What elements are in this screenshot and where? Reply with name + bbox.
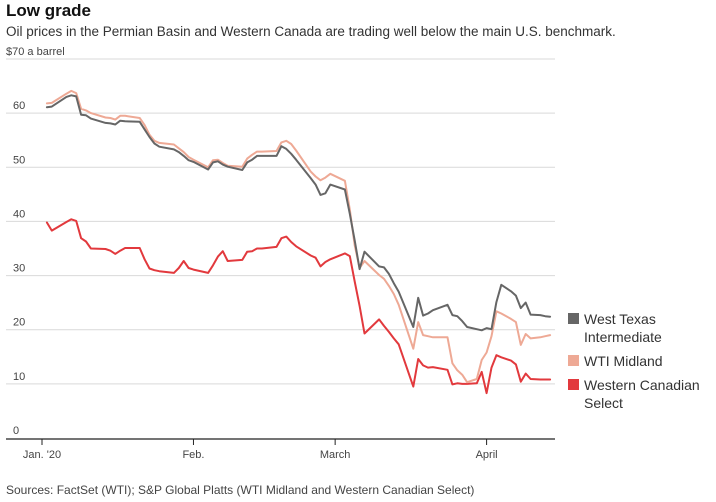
- legend-item: WTI Midland: [568, 352, 714, 370]
- x-tick-label: April: [476, 449, 498, 461]
- x-tick-label: March: [320, 449, 351, 461]
- series-line-western-canadian-select: [45, 218, 552, 395]
- chart-subtitle: Oil prices in the Permian Basin and West…: [6, 24, 616, 39]
- y-tick-label: 40: [13, 208, 25, 220]
- legend-item: Western Canadian Select: [568, 376, 714, 412]
- y-tick-label: 30: [13, 263, 25, 275]
- x-tick-label: Jan. '20: [23, 449, 61, 461]
- y-tick-label: 60: [13, 100, 25, 112]
- legend-item: West Texas Intermediate: [568, 310, 714, 346]
- chart-title: Low grade: [6, 1, 92, 20]
- y-tick-label: 50: [13, 154, 25, 166]
- y-tick-label: 0: [13, 425, 19, 437]
- legend-label: WTI Midland: [584, 353, 663, 369]
- x-tick-label: Feb.: [182, 449, 204, 461]
- y-unit-label: $70 a barrel: [6, 46, 65, 58]
- y-tick-label: 20: [13, 317, 25, 329]
- source-note: Sources: FactSet (WTI); S&P Global Platt…: [6, 483, 475, 497]
- legend-swatch: [568, 313, 579, 324]
- series-line-wti-midland: [45, 89, 552, 384]
- axes: $70 a barrel 0 10 20 30 40 50 60 Jan. '20 Feb. Mar…: [6, 46, 555, 461]
- legend-label: West Texas Intermediate: [584, 311, 662, 345]
- series-line-west-texas-intermediate: [45, 94, 552, 332]
- legend-swatch: [568, 379, 579, 390]
- series-lines: [45, 89, 552, 395]
- legend-swatch: [568, 355, 579, 366]
- gridlines: [6, 58, 555, 385]
- legend-label: Western Canadian Select: [584, 377, 700, 411]
- y-tick-label: 10: [13, 371, 25, 383]
- chart-legend: West Texas Intermediate WTI Midland Western…: [568, 310, 714, 418]
